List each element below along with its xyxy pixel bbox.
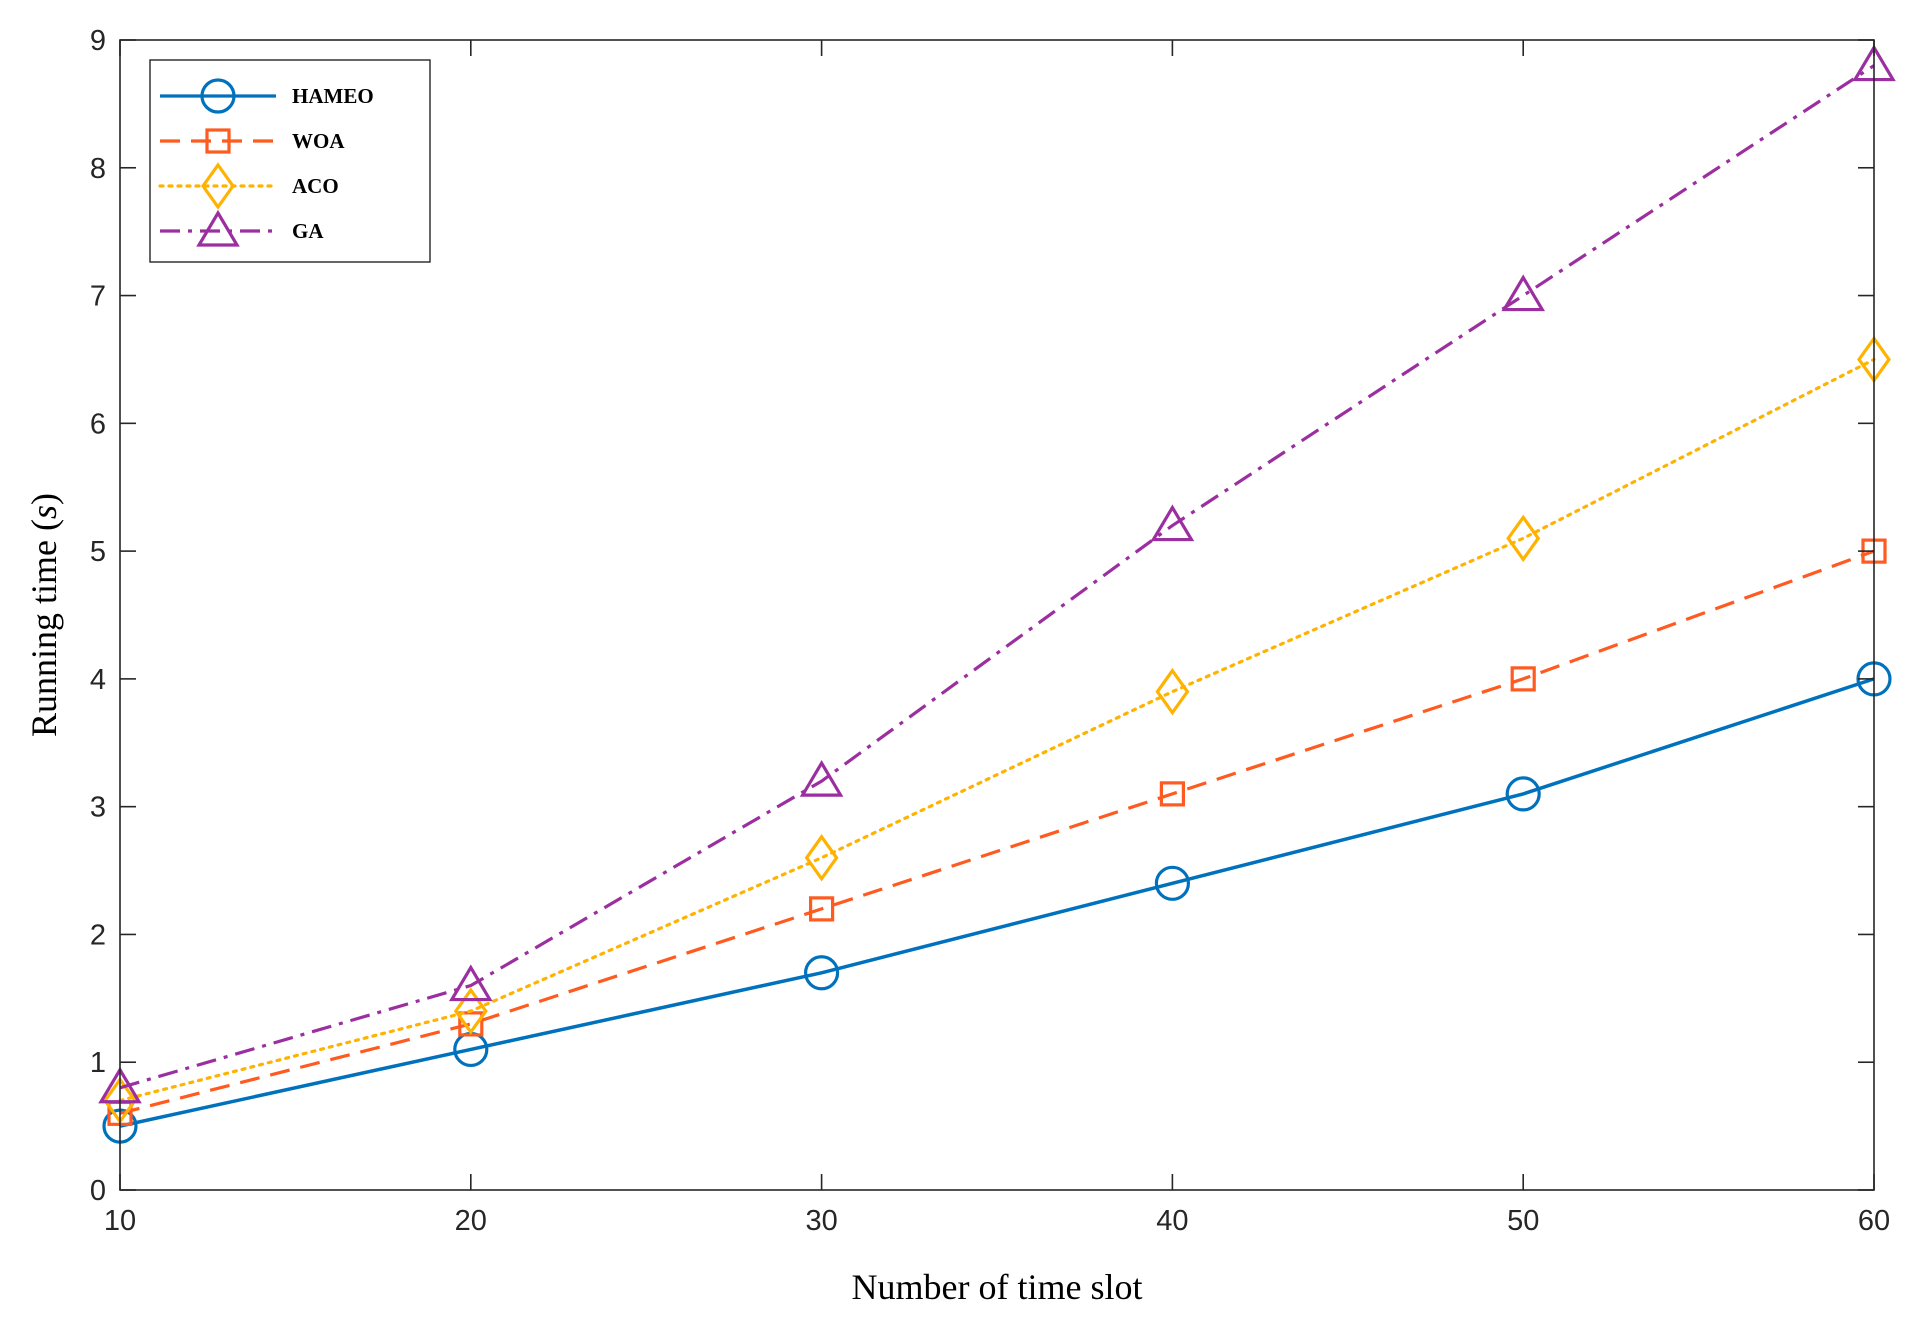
series-line-ga — [119, 64, 1875, 1090]
y-tick-label: 4 — [90, 664, 106, 696]
data-point-aco — [804, 834, 839, 882]
y-tick-label: 0 — [90, 1175, 106, 1207]
legend-label: ACO — [292, 174, 339, 198]
data-point-aco — [1155, 667, 1190, 716]
x-tick-label: 10 — [104, 1205, 136, 1237]
y-tick-label: 2 — [90, 919, 106, 951]
y-tick-label: 9 — [90, 25, 106, 57]
data-point-ga — [799, 759, 844, 797]
y-tick-label: 7 — [90, 281, 106, 313]
data-point-ga — [1150, 504, 1195, 542]
data-point-hameo — [803, 955, 840, 991]
x-tick-label: 60 — [1858, 1205, 1890, 1237]
y-tick-label: 8 — [90, 153, 106, 185]
axes-layer: 10 20 30 40 50 60 0 1 2 3 4 5 6 7 8 9 — [90, 25, 1890, 1237]
x-tick-label: 40 — [1156, 1205, 1188, 1237]
x-tick-label: 50 — [1507, 1205, 1539, 1237]
data-point-hameo — [1154, 865, 1191, 901]
data-point-woa — [1510, 666, 1536, 692]
data-point-ga — [448, 964, 493, 1002]
data-point-woa — [808, 896, 835, 922]
y-axis-title: Running time (s) — [24, 493, 64, 737]
series-line-woa — [119, 549, 1875, 1115]
legend-label: WOA — [292, 129, 345, 153]
legend-item-woa: WOA — [160, 128, 345, 154]
x-tick-label: 20 — [455, 1205, 487, 1237]
legend: HAMEO WOA ACO GA — [149, 59, 431, 263]
legend-marker — [200, 78, 236, 114]
series-layer — [98, 44, 1896, 1144]
legend-item-aco: ACO — [158, 162, 339, 210]
legend-marker — [196, 209, 240, 247]
legend-marker — [205, 128, 231, 154]
legend-box — [149, 59, 431, 263]
series-ga — [98, 44, 1896, 1104]
data-point-ga — [1501, 274, 1546, 312]
y-tick-label: 3 — [90, 792, 106, 824]
y-axis-title-main: Running time ( — [24, 519, 64, 737]
data-point-aco — [1506, 514, 1541, 563]
series-line-hameo — [119, 677, 1875, 1128]
data-point-hameo — [1505, 776, 1541, 812]
legend-item-hameo: HAMEO — [160, 78, 374, 114]
x-axis-title: Number of time slot — [852, 1267, 1143, 1307]
series-line-aco — [118, 357, 1876, 1103]
x-tick-label: 30 — [805, 1205, 837, 1237]
y-axis-title-close: ) — [24, 493, 64, 505]
data-point-aco — [453, 987, 488, 1035]
data-point-woa — [458, 1011, 484, 1037]
legend-item-ga: GA — [160, 209, 324, 247]
data-point-woa — [1159, 781, 1186, 807]
axes-box — [119, 39, 1875, 1191]
legend-label: HAMEO — [292, 84, 374, 108]
legend-marker — [201, 162, 235, 210]
y-tick-label: 5 — [90, 536, 106, 568]
y-axis-title-unit: s — [24, 505, 64, 519]
legend-label: GA — [292, 219, 324, 243]
y-tick-label: 1 — [90, 1047, 106, 1079]
y-tick-label: 6 — [90, 408, 106, 440]
